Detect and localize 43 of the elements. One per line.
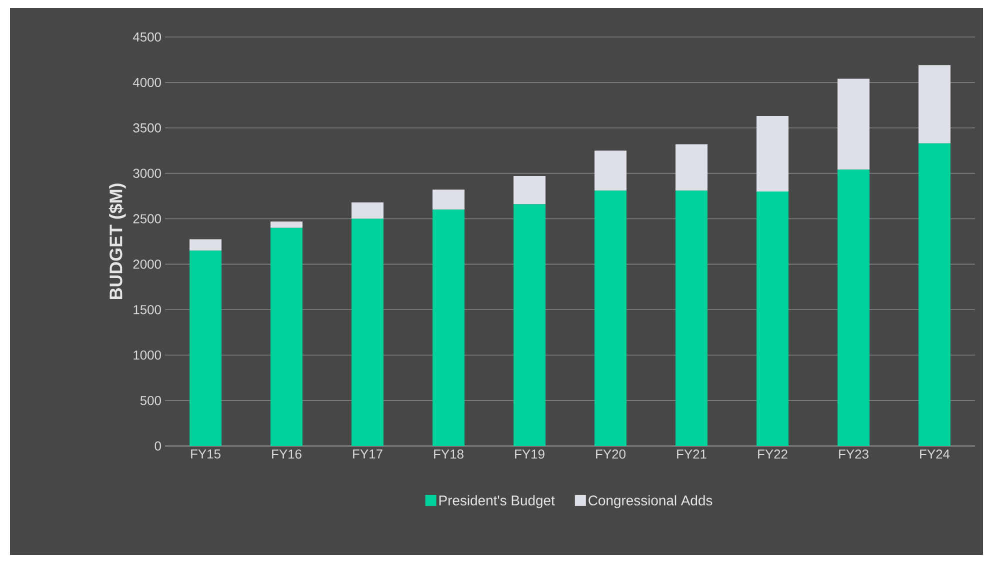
bar: [594, 190, 627, 446]
x-tick-label: FY20: [596, 450, 626, 459]
bar: [514, 176, 546, 204]
y-tick-label: 3000: [133, 168, 161, 178]
y-tick-label: 0: [154, 441, 161, 451]
x-tick-label: FY15: [191, 450, 220, 459]
bar: [432, 190, 465, 210]
y-tick-label: 1000: [134, 350, 161, 360]
y-tick-label: 2500: [133, 214, 161, 224]
y-tick-label: 1500: [134, 305, 161, 314]
y-axis-title: BUDGET ($M): [108, 184, 126, 300]
bar: [918, 65, 951, 144]
bar: [838, 170, 870, 446]
y-tick-label: 4500: [132, 32, 161, 42]
bar: [514, 204, 546, 446]
bar: [352, 202, 384, 219]
bar: [676, 190, 708, 446]
bar: [918, 143, 951, 446]
x-tick-label: FY19: [515, 450, 544, 459]
x-tick-label: FY24: [920, 450, 950, 459]
bar: [270, 221, 303, 228]
x-tick-label: FY22: [758, 450, 788, 459]
legend-label: President's Budget: [439, 495, 555, 508]
bar: [190, 250, 222, 446]
bar: [756, 116, 789, 192]
x-tick-label: FY18: [434, 450, 464, 459]
bar: [190, 239, 222, 251]
bar: [594, 150, 627, 191]
x-tick-label: FY21: [677, 450, 706, 459]
bar: [432, 210, 465, 446]
y-tick-label: 4000: [132, 78, 161, 88]
y-tick-label: 2000: [133, 260, 161, 269]
legend-label: Congressional Adds: [588, 495, 712, 508]
x-tick-label: FY17: [353, 450, 382, 458]
bar: [352, 218, 384, 446]
bar: [676, 144, 708, 191]
bar: [756, 192, 789, 446]
x-tick-label: FY16: [272, 450, 302, 459]
x-tick-label: FY23: [839, 450, 868, 459]
bar: [270, 228, 303, 446]
bar: [838, 78, 870, 170]
y-tick-label: 500: [140, 396, 161, 406]
y-tick-label: 3500: [133, 123, 161, 132]
